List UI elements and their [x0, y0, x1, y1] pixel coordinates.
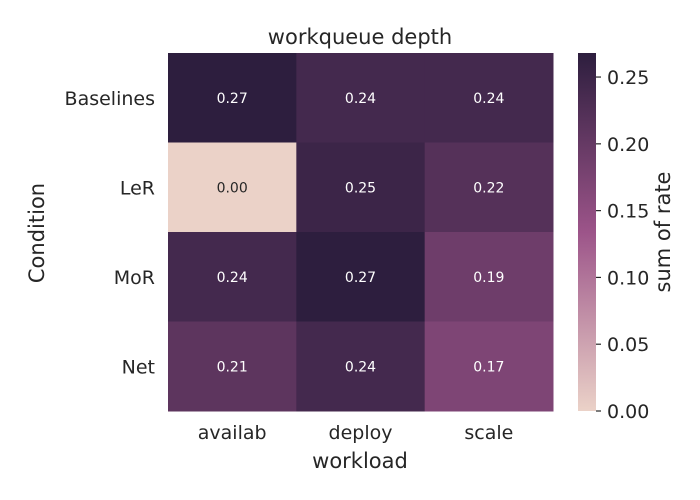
heatmap-cell	[296, 142, 426, 233]
y-tick-label: MoR	[114, 267, 155, 289]
colorbar-tick-label: 0.20	[607, 134, 649, 156]
x-tick-label: availab	[198, 422, 267, 444]
cell-value-label: 0.22	[473, 180, 504, 196]
colorbar-tick-label: 0.25	[607, 67, 649, 89]
heatmap-cell	[424, 232, 554, 322]
y-axis-label: Condition	[25, 183, 49, 283]
x-axis-label: workload	[312, 449, 408, 473]
cell-value-label: 0.00	[217, 180, 248, 196]
chart-title: workqueue depth	[268, 25, 452, 49]
heatmap-cell	[168, 321, 297, 412]
cell-value-label: 0.21	[217, 359, 248, 375]
y-tick-labels: Baselines LeR MoR Net	[65, 88, 155, 379]
heatmap-cell	[424, 53, 554, 143]
colorbar-tick-label: 0.05	[607, 334, 649, 356]
colorbar	[578, 53, 596, 411]
x-tick-label: deploy	[329, 422, 393, 444]
cell-value-label: 0.24	[345, 91, 376, 107]
heatmap-cell	[424, 321, 554, 412]
cell-value-labels: 0.27 0.24 0.24 0.00 0.25 0.22 0.24 0.27 0.19 0.21…	[217, 91, 505, 376]
cell-value-label: 0.24	[473, 91, 504, 107]
y-tick-label: Net	[122, 356, 155, 378]
colorbar-tick-label: 0.10	[607, 267, 649, 289]
heatmap-cell	[296, 53, 426, 143]
heatmap-cells	[168, 53, 554, 412]
heatmap-cell	[168, 53, 297, 143]
y-tick-label: Baselines	[65, 88, 155, 110]
heatmap-cell	[168, 142, 297, 233]
cell-value-label: 0.25	[345, 180, 376, 196]
colorbar-label: sum of rate	[651, 172, 675, 293]
y-tick-label: LeR	[120, 177, 155, 199]
heatmap-cell	[296, 232, 426, 322]
colorbar-tick-label: 0.15	[607, 201, 649, 223]
heatmap-cell	[424, 142, 554, 233]
heatmap-cell	[296, 321, 426, 412]
heatmap-cell	[168, 232, 297, 322]
cell-value-label: 0.24	[217, 270, 248, 286]
cell-value-label: 0.17	[473, 359, 504, 375]
colorbar-ticks: 0.00 0.05 0.10 0.15 0.20 0.25	[596, 67, 649, 423]
cell-value-label: 0.27	[217, 91, 248, 107]
x-tick-label: scale	[464, 422, 513, 444]
x-tick-labels: availab deploy scale	[198, 422, 514, 444]
cell-value-label: 0.19	[473, 270, 504, 286]
colorbar-tick-label: 0.00	[607, 401, 649, 423]
cell-value-label: 0.24	[345, 359, 376, 375]
cell-value-label: 0.27	[345, 270, 376, 286]
